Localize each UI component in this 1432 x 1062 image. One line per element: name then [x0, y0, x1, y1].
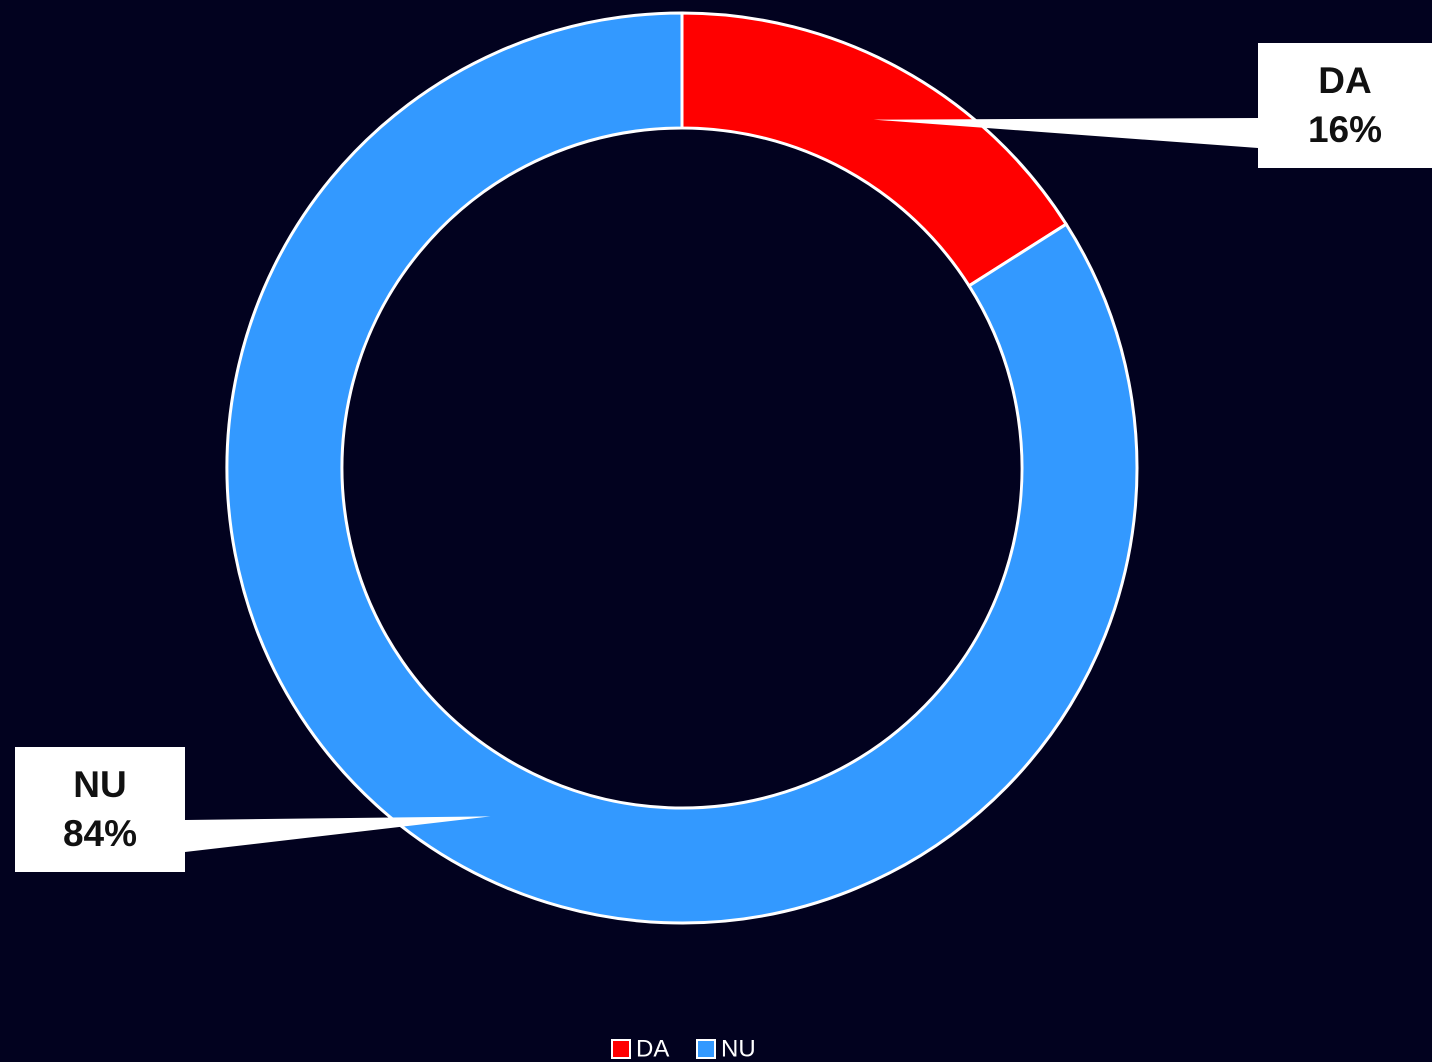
legend-swatch: [696, 1039, 716, 1059]
callout-value: 84%: [63, 813, 137, 854]
callout-category: NU: [73, 764, 126, 805]
callout-box: [15, 747, 185, 872]
legend-label: NU: [721, 1035, 756, 1062]
callout-pointer: [185, 816, 491, 852]
callout-pointer: [873, 118, 1258, 148]
donut-slice: [225, 11, 1139, 925]
legend-swatch: [611, 1039, 631, 1059]
legend-label: DA: [636, 1035, 669, 1062]
callout-category: DA: [1318, 60, 1371, 101]
callout-value: 16%: [1308, 109, 1382, 150]
callout-box: [1258, 43, 1432, 168]
